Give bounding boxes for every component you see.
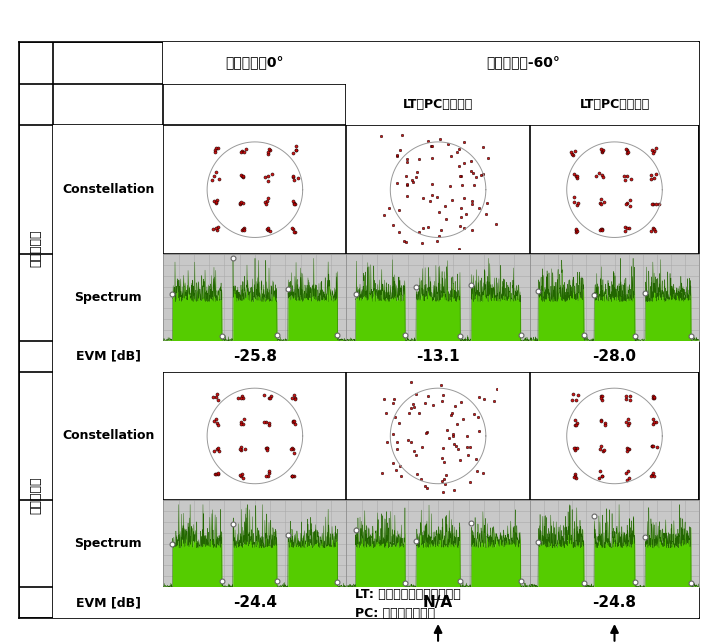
Text: ビーム角＝0°: ビーム角＝0° (226, 56, 284, 69)
Text: EVM [dB]: EVM [dB] (76, 350, 141, 363)
Text: LT・PC機能あり: LT・PC機能あり (579, 98, 650, 111)
Text: -24.4: -24.4 (233, 595, 277, 610)
Text: -28.0: -28.0 (593, 349, 636, 364)
Text: LT: インピーダンスチューナ: LT: インピーダンスチューナ (355, 588, 461, 601)
Text: Constellation: Constellation (62, 183, 155, 196)
Text: -25.8: -25.8 (233, 349, 277, 364)
Text: ビーム角＝-60°: ビーム角＝-60° (486, 56, 560, 69)
Text: Constellation: Constellation (62, 430, 155, 442)
Text: -24.8: -24.8 (593, 595, 636, 610)
Text: LT・PC機能なし: LT・PC機能なし (403, 98, 473, 111)
Text: PC: 円偏波補償回路: PC: 円偏波補償回路 (355, 608, 435, 620)
Text: 右旋円偏波: 右旋円偏波 (30, 476, 43, 514)
Text: -13.1: -13.1 (416, 349, 460, 364)
Text: Spectrum: Spectrum (75, 537, 142, 550)
Text: N/A: N/A (423, 595, 453, 610)
Text: Spectrum: Spectrum (75, 291, 142, 304)
Text: 左旋円偏波: 左旋円偏波 (30, 230, 43, 267)
Text: EVM [dB]: EVM [dB] (76, 596, 141, 609)
